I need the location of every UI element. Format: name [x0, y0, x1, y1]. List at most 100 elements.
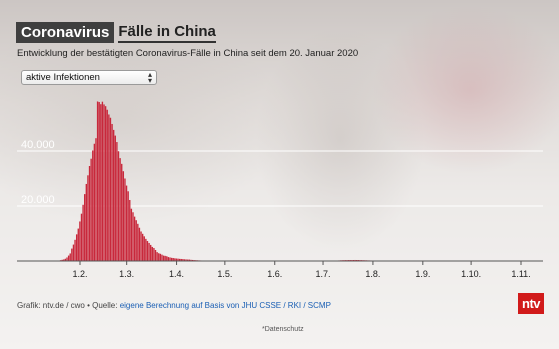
- title-text: Fälle in China: [118, 23, 216, 43]
- x-tick-label: 1.11.: [511, 269, 530, 279]
- chart-bar: [161, 254, 163, 261]
- chart-bar: [122, 171, 125, 261]
- chart-bar: [112, 129, 115, 261]
- chart-subtitle: Entwicklung der bestätigten Coronavirus-…: [17, 48, 359, 59]
- chart-bar: [61, 259, 63, 261]
- chart-bar: [124, 178, 126, 261]
- chart-bar: [82, 204, 84, 261]
- source-link[interactable]: eigene Berechnung auf Basis von JHU CSSE…: [119, 301, 331, 310]
- chart-bar: [88, 166, 91, 261]
- chart-bar: [75, 234, 78, 261]
- privacy-link[interactable]: *Datenschutz: [262, 326, 304, 333]
- chart-bar: [67, 255, 70, 261]
- chart-bar: [162, 255, 165, 261]
- chart-bar: [191, 259, 194, 261]
- chart-bar: [93, 143, 96, 261]
- chart-bar: [92, 150, 94, 261]
- chart-bar: [106, 109, 108, 262]
- chart-bar: [104, 106, 107, 261]
- chart-bar: [180, 258, 182, 261]
- ntv-logo: ntv: [518, 293, 544, 314]
- chart-bar: [96, 101, 99, 262]
- chart-bar: [79, 221, 81, 261]
- chart-bar: [109, 117, 112, 262]
- chart-bar: [77, 228, 79, 261]
- chart-bar: [98, 102, 100, 261]
- chart-bar: [119, 158, 121, 261]
- chart-bar: [156, 252, 158, 261]
- chart-bar: [150, 244, 152, 261]
- chart-bar: [117, 151, 120, 261]
- chart-bar: [145, 238, 147, 261]
- chart-bar: [74, 239, 76, 261]
- chart-bar: [72, 244, 75, 261]
- chart-bar: [183, 259, 186, 261]
- chart-bar: [130, 208, 133, 261]
- chart-bar: [103, 104, 105, 262]
- chart-bar: [71, 248, 73, 261]
- x-tick-label: 1.7.: [316, 269, 331, 279]
- chart-bar: [188, 259, 191, 261]
- title-highlight: Coronavirus: [16, 22, 115, 43]
- chart-title: Coronavirus Fälle in China: [16, 22, 216, 43]
- chart-bar: [182, 259, 184, 261]
- chart-bar: [187, 259, 189, 261]
- chart-bar: [95, 138, 97, 261]
- y-tick-label: 20.000: [21, 194, 55, 206]
- chart-bar: [69, 253, 71, 261]
- chart-bar: [177, 258, 179, 261]
- chart-bar: [116, 142, 118, 261]
- x-tick-label: 1.9.: [415, 269, 430, 279]
- metric-select-value: aktive Infektionen: [26, 72, 100, 83]
- chart-bar: [172, 258, 174, 261]
- chart-bar: [141, 233, 144, 261]
- chart-bar: [158, 253, 160, 261]
- chart-bar: [167, 257, 170, 261]
- chart-bar: [66, 257, 68, 261]
- chart-bar: [143, 236, 145, 261]
- chart-bar: [154, 249, 157, 261]
- chart-bar: [111, 123, 113, 261]
- chart-bar: [135, 220, 137, 261]
- chart-bar: [137, 223, 139, 261]
- chart-bar: [80, 213, 83, 261]
- chart-bar: [151, 246, 153, 261]
- chart-bar: [133, 216, 136, 261]
- x-tick-label: 1.10.: [461, 269, 481, 279]
- metric-select[interactable]: aktive Infektionen ▴ ▾: [21, 70, 157, 85]
- x-tick-label: 1.6.: [267, 269, 282, 279]
- chart-bar: [354, 259, 356, 261]
- chart-bar: [174, 258, 176, 261]
- chart-bar: [175, 258, 178, 261]
- chart-bar: [100, 104, 102, 261]
- chart-bar: [121, 163, 123, 261]
- chart-bar: [87, 175, 89, 261]
- x-tick-label: 1.2.: [72, 269, 87, 279]
- chart-bar: [101, 101, 104, 262]
- chart-bar: [138, 227, 141, 261]
- chart-bar: [164, 255, 166, 261]
- x-tick-label: 1.4.: [169, 269, 184, 279]
- chart-bar: [63, 259, 65, 261]
- chart-bar: [146, 241, 149, 261]
- source-prefix: Grafik: ntv.de / cwo • Quelle:: [17, 301, 120, 310]
- chart-bar: [108, 114, 110, 261]
- chart-bar: [169, 257, 171, 261]
- chart-bar: [153, 247, 155, 261]
- chart-bar: [178, 258, 181, 261]
- chevron-updown-icon: ▴ ▾: [147, 69, 152, 85]
- chart-bar: [170, 257, 173, 261]
- chart-bar: [159, 253, 162, 261]
- chart-bar: [85, 183, 87, 261]
- chart-bar: [185, 259, 187, 261]
- x-tick-label: 1.3.: [119, 269, 134, 279]
- chart-bar: [127, 191, 129, 261]
- chart-bar: [148, 242, 150, 261]
- x-tick-label: 1.8.: [365, 269, 380, 279]
- chart-bar: [84, 194, 86, 261]
- chart-bar: [166, 256, 168, 261]
- chart-bar: [132, 212, 134, 261]
- chart-bar: [64, 258, 67, 261]
- chart-bar: [140, 231, 142, 261]
